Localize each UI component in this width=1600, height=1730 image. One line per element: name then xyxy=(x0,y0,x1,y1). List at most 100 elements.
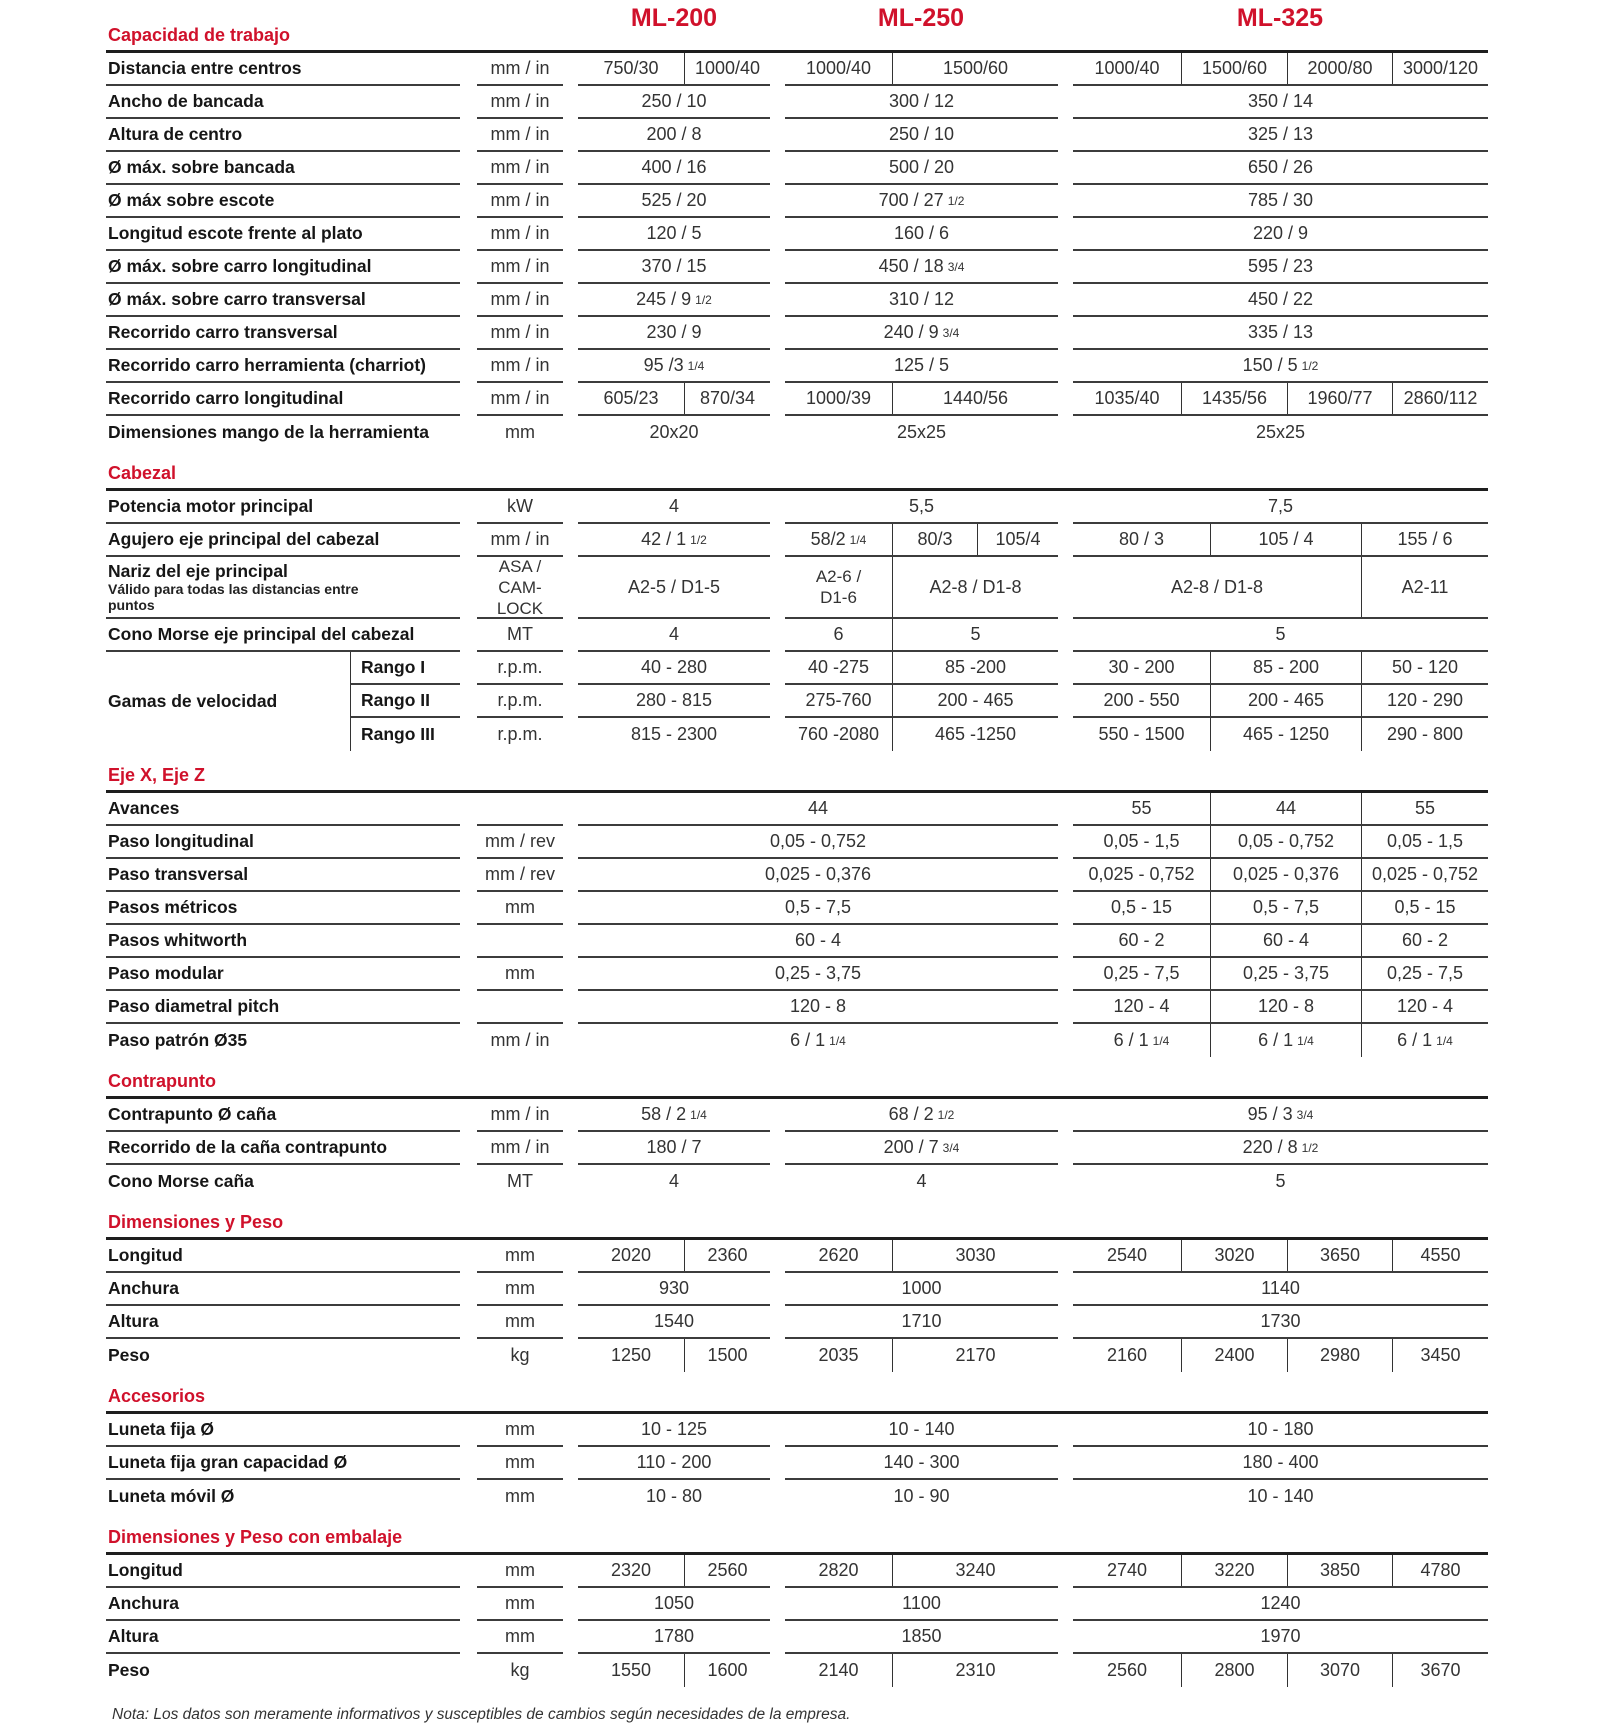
unit-cell xyxy=(477,793,563,826)
value-cell: 250 / 10 xyxy=(641,91,707,111)
row-label: Potencia motor principal xyxy=(106,491,460,524)
value-cell: 1250 xyxy=(610,1345,652,1365)
value-cell: 155 / 6 xyxy=(1361,524,1488,555)
ml325-values: 1140 xyxy=(1073,1273,1488,1306)
value-cell: 4 xyxy=(668,496,679,516)
ml325-values: 1035/40 1435/56 1960/77 2860/112 xyxy=(1073,383,1488,416)
ml325-values: 0,5 - 15 0,5 - 7,5 0,5 - 15 xyxy=(1073,892,1488,925)
value-cell: 310 / 12 xyxy=(888,289,955,309)
value-cell: 2800 xyxy=(1181,1654,1287,1687)
ml325-values: 2160 2400 2980 3450 xyxy=(1073,1339,1488,1372)
ml200-values: 1050 xyxy=(578,1588,770,1621)
row-label: Rango II xyxy=(350,685,460,718)
table-row: Luneta fija Ø mm 10 - 125 10 - 140 10 - 180 xyxy=(106,1414,1488,1447)
ml325-values: 220 / 9 xyxy=(1073,218,1488,251)
value-cell: 3450 xyxy=(1392,1339,1488,1372)
value-cell: 68 / 2 1/2 xyxy=(888,1104,955,1124)
value-cell: 0,025 - 0,376 xyxy=(1210,859,1361,890)
table-row: Rango II r.p.m. 280 - 815 275-760 200 - 465 2… xyxy=(350,685,1488,718)
row-label-main: Nariz del eje principal xyxy=(108,560,288,581)
ml250-values: 5,5 xyxy=(785,491,1058,524)
value-cell: 1035/40 xyxy=(1094,388,1160,408)
ml250-values: 250 / 10 xyxy=(785,119,1058,152)
value-cell: 1540 xyxy=(653,1311,695,1331)
value-cell: 2320 xyxy=(610,1560,652,1580)
ml250-values: 1000/40 1500/60 xyxy=(785,53,1058,86)
ml250-values: 310 / 12 xyxy=(785,284,1058,317)
value-cell: 2020 xyxy=(610,1245,652,1265)
ml250-values: 160 / 6 xyxy=(785,218,1058,251)
value-cell: 245 / 9 1/2 xyxy=(636,289,712,309)
value-cell: 1000/40 xyxy=(805,58,872,78)
ml250-values: 1850 xyxy=(785,1621,1058,1654)
row-label: Altura xyxy=(106,1621,460,1654)
value-cell: 10 - 125 xyxy=(640,1419,708,1439)
ml325-values: 55 44 55 xyxy=(1073,793,1488,826)
value-cell: 180 / 7 xyxy=(646,1137,702,1157)
section-capacidad-de-trabajo: Capacidad de trabajo ML-200 ML-250 ML-325 Di… xyxy=(106,0,1488,449)
row-label: Distancia entre centros xyxy=(106,53,460,86)
ml200-values: 180 / 7 xyxy=(578,1132,770,1165)
table-row: Avances 44 55 44 55 xyxy=(106,793,1488,826)
row-label-note: Válido para todas las distancias entre p… xyxy=(108,580,359,613)
section-title: Eje X, Eje Z xyxy=(108,765,206,785)
ml250-values: 1710 xyxy=(785,1306,1058,1339)
ml325-values: 80 / 3 105 / 4 155 / 6 xyxy=(1073,524,1488,557)
unit-cell: mm / in xyxy=(477,119,563,152)
fraction: 1/4 xyxy=(690,1107,707,1122)
value-cell: 550 - 1500 xyxy=(1098,724,1185,744)
section-title: Capacidad de trabajo xyxy=(108,25,291,45)
value-cell: 1550 xyxy=(610,1660,652,1680)
unit-cell: MT xyxy=(507,1171,533,1191)
ml250-values: 125 / 5 xyxy=(785,350,1058,383)
ml250-values: 25x25 xyxy=(785,416,1058,449)
table-row: Recorrido carro transversal mm / in 230 / … xyxy=(106,317,1488,350)
unit-cell: mm / in xyxy=(477,524,563,557)
value-cell: 150 / 5 1/2 xyxy=(1242,355,1319,375)
value-cell: 2740 xyxy=(1106,1560,1148,1580)
fraction: 1/2 xyxy=(1301,358,1319,373)
table-row: Ø máx. sobre carro transversal mm / in 245… xyxy=(106,284,1488,317)
table-row: Altura mm 1780 1850 1970 xyxy=(106,1621,1488,1654)
unit-cell: kg xyxy=(510,1660,530,1680)
unit-cell xyxy=(477,925,563,958)
value-cell: 1850 xyxy=(901,1626,942,1646)
value-cell: 300 / 12 xyxy=(888,91,955,111)
table-row: Longitud escote frente al plato mm / in 12… xyxy=(106,218,1488,251)
unit-cell: ASA / CAM-LOCK xyxy=(477,557,563,619)
value-cell: 2860/112 xyxy=(1392,383,1488,414)
ml250-values: 275-760 200 - 465 xyxy=(785,685,1058,718)
value-cell: 44 xyxy=(807,798,829,818)
table-row: Potencia motor principal kW 4 5,5 7,5 xyxy=(106,491,1488,524)
value-cell: 0,5 - 15 xyxy=(1361,892,1488,923)
ml200-values: 525 / 20 xyxy=(578,185,770,218)
value-cell: 4780 xyxy=(1392,1555,1488,1586)
unit-cell: r.p.m. xyxy=(497,724,543,744)
ml200-values: 95 /3 1/4 xyxy=(578,350,770,383)
unit-cell: mm xyxy=(477,1447,563,1480)
value-cell: 1600 xyxy=(684,1654,770,1687)
section-eje-x-eje-z: Eje X, Eje Z Avances 44 55 44 55 Paso longitud… xyxy=(106,751,1488,1057)
row-label: Recorrido de la caña contrapunto xyxy=(106,1132,460,1165)
table-row: Ø máx. sobre bancada mm / in 400 / 16 500 /… xyxy=(106,152,1488,185)
ml325-values: 0,025 - 0,752 0,025 - 0,376 0,025 - 0,752 xyxy=(1073,859,1488,892)
value-cell: 6 xyxy=(833,624,844,644)
row-label: Agujero eje principal del cabezal xyxy=(106,524,460,557)
unit-cell: mm / in xyxy=(477,86,563,119)
value-cell: 2035 xyxy=(818,1345,859,1365)
value-cell: 870/34 xyxy=(684,383,770,414)
value-cell: 10 - 180 xyxy=(1247,1419,1314,1439)
row-label: Luneta móvil Ø xyxy=(108,1486,235,1506)
value-cell: 7,5 xyxy=(1267,496,1294,516)
unit-cell: mm / in xyxy=(477,1099,563,1132)
speed-range-rows: Rango I r.p.m. 40 - 280 40 -275 85 -200 30 - … xyxy=(350,652,1488,751)
value-cell: 0,025 - 0,376 xyxy=(764,864,872,884)
unit-cell: kg xyxy=(510,1345,530,1365)
unit-cell: mm xyxy=(477,1240,563,1273)
fraction: 3/4 xyxy=(947,259,965,274)
value-cell: 200 - 550 xyxy=(1103,690,1180,710)
value-cell: 760 -2080 xyxy=(797,724,880,744)
group-label: Gamas de velocidad xyxy=(108,691,278,711)
fraction: 3/4 xyxy=(1296,1107,1314,1122)
table-row: Recorrido carro herramienta (charriot) mm… xyxy=(106,350,1488,383)
